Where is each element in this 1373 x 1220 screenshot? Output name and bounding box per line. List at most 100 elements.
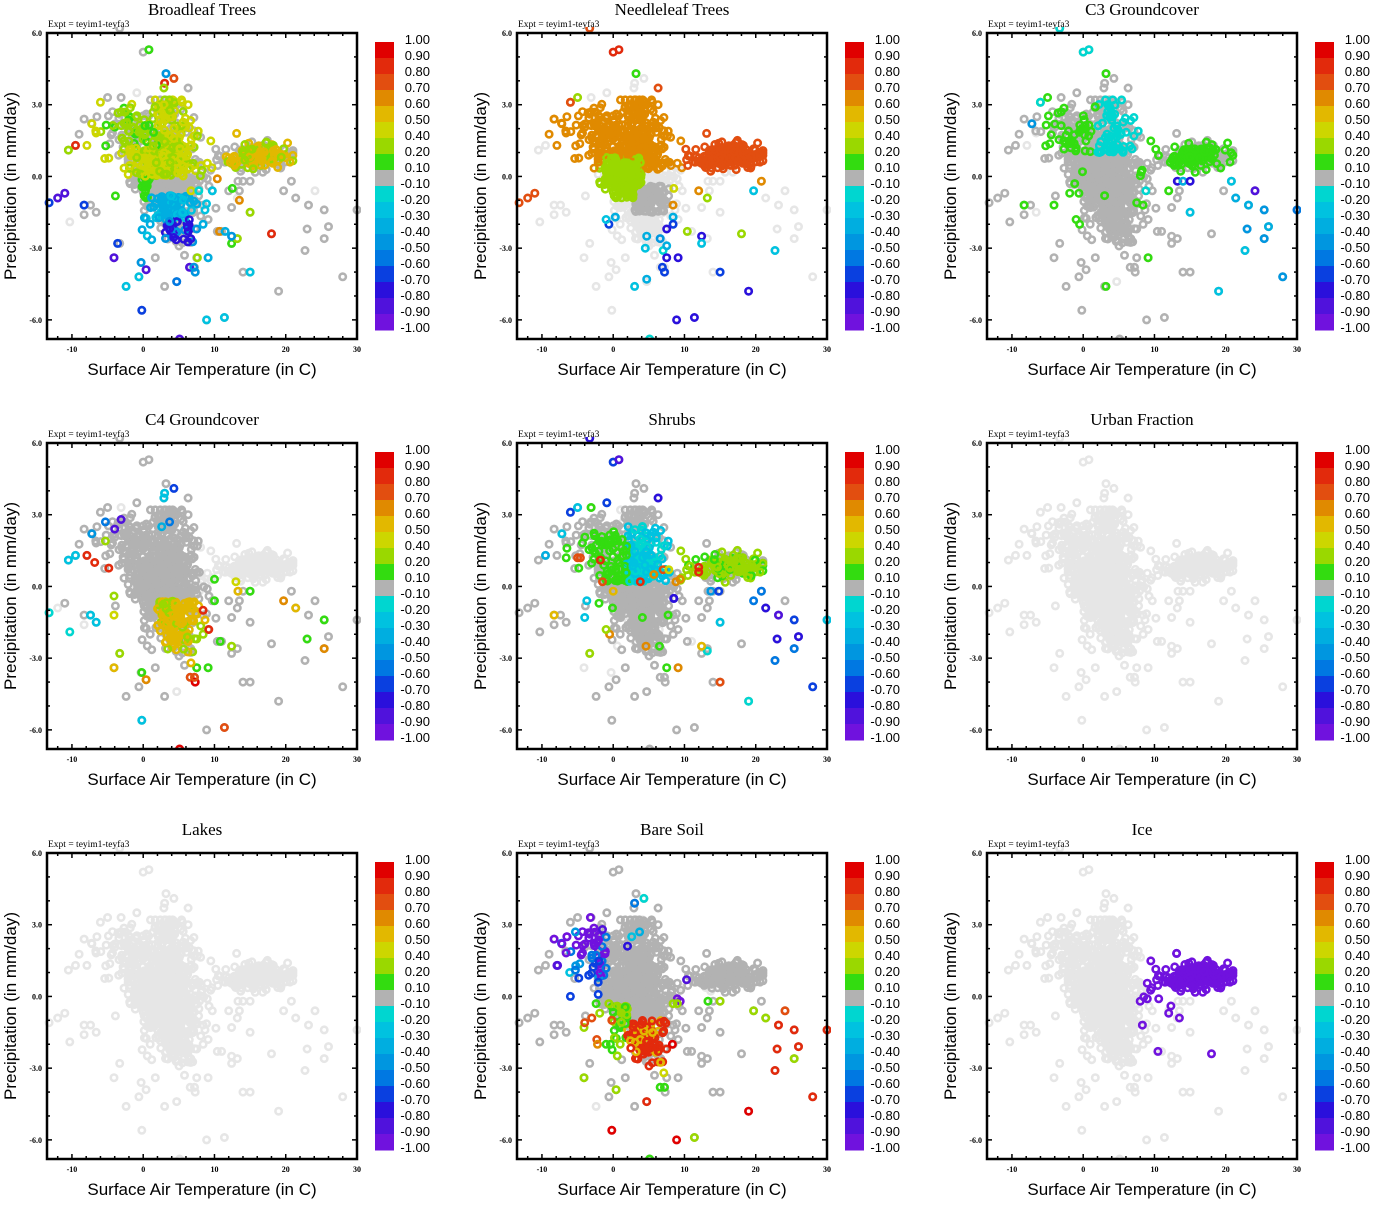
data-point <box>247 178 253 184</box>
data-point <box>763 195 769 201</box>
data-point <box>587 240 593 246</box>
colorbar-bin <box>845 282 864 299</box>
data-point <box>161 495 167 501</box>
data-point <box>62 600 68 606</box>
data-point <box>208 138 214 144</box>
data-point <box>226 598 232 604</box>
data-point <box>247 269 253 275</box>
data-point <box>221 314 227 320</box>
data-point <box>675 255 681 261</box>
colorbar-bin <box>375 106 394 123</box>
data-point <box>62 190 68 196</box>
points-layer <box>986 25 1300 342</box>
colorbar-label: 0.60 <box>1345 96 1370 111</box>
x-tick-label: -10 <box>537 345 548 354</box>
data-point <box>209 188 215 194</box>
data-point <box>1187 178 1193 184</box>
x-axis-label: Surface Air Temperature (in C) <box>87 360 316 379</box>
colorbar-bin <box>375 250 394 267</box>
data-point <box>1033 209 1039 215</box>
x-tick-label: 10 <box>1150 345 1158 354</box>
data-point <box>185 495 191 501</box>
data-point <box>593 283 599 289</box>
colorbar-label: 1.00 <box>1345 32 1370 47</box>
data-point <box>136 684 142 690</box>
data-point <box>205 255 211 261</box>
data-point <box>174 278 180 284</box>
data-point <box>146 457 152 463</box>
data-point <box>745 288 751 294</box>
data-point <box>94 524 100 530</box>
colorbar-bin <box>375 154 394 171</box>
data-point <box>123 693 129 699</box>
data-point <box>1098 225 1104 231</box>
data-point <box>1173 130 1179 136</box>
data-point <box>147 221 153 227</box>
data-point <box>89 531 95 537</box>
data-point <box>588 94 594 100</box>
data-point <box>223 556 229 562</box>
data-point <box>1103 283 1109 289</box>
scatter-plot: Needleleaf Trees Expt = teyim1-teyfa3 -1… <box>470 0 928 400</box>
data-point <box>574 94 580 100</box>
data-point <box>161 85 167 91</box>
colorbar-bin <box>845 106 864 123</box>
y-tick-label: -6.0 <box>969 316 982 325</box>
data-point <box>1083 267 1089 273</box>
x-tick-label: -10 <box>1007 345 1018 354</box>
data-point <box>185 85 191 91</box>
data-point <box>542 142 548 148</box>
data-point <box>81 116 87 122</box>
colorbar: 1.000.900.800.700.600.500.400.200.10-0.1… <box>845 32 900 335</box>
data-point <box>1233 195 1239 201</box>
data-point <box>118 94 124 100</box>
data-point <box>1187 269 1193 275</box>
colorbar-label: -0.40 <box>870 224 900 239</box>
colorbar-bin <box>1315 234 1334 251</box>
colorbar-label: -0.80 <box>870 288 900 303</box>
data-point <box>1092 255 1098 261</box>
data-point <box>1114 278 1120 284</box>
data-point <box>174 688 180 694</box>
colorbar-label: 1.00 <box>875 32 900 47</box>
data-point <box>93 619 99 625</box>
data-point <box>633 70 639 76</box>
data-point <box>641 75 647 81</box>
data-point <box>288 588 294 594</box>
colorbar-label: 0.10 <box>875 160 900 175</box>
colorbar-bin <box>845 42 864 59</box>
data-point <box>67 219 73 225</box>
data-point <box>1155 152 1161 158</box>
data-point <box>121 575 127 581</box>
data-point <box>139 227 145 233</box>
colorbar-bin <box>375 42 394 59</box>
data-point <box>81 622 87 628</box>
data-point <box>795 223 801 229</box>
data-point <box>325 223 331 229</box>
data-point <box>228 233 234 239</box>
colorbar-label: 0.50 <box>1345 112 1370 127</box>
data-point <box>134 90 140 96</box>
data-point <box>117 650 123 656</box>
data-point <box>1121 252 1127 258</box>
data-point <box>205 665 211 671</box>
colorbar-bin <box>845 186 864 203</box>
data-point <box>674 160 680 166</box>
data-point <box>1045 113 1051 119</box>
data-point <box>65 147 71 153</box>
data-point <box>112 603 118 609</box>
scatter-panel-1: Needleleaf Trees Expt = teyim1-teyfa3 -1… <box>470 0 928 400</box>
data-point <box>103 122 109 128</box>
data-point <box>192 269 198 275</box>
data-point <box>525 195 531 201</box>
data-point <box>1021 202 1027 208</box>
data-point <box>608 259 614 265</box>
data-point <box>134 500 140 506</box>
data-point <box>147 631 153 637</box>
colorbar-label: -0.90 <box>1340 304 1370 319</box>
data-point <box>223 146 229 152</box>
colorbar-bin <box>845 314 864 331</box>
data-point <box>92 559 98 565</box>
points-layer <box>516 25 830 342</box>
